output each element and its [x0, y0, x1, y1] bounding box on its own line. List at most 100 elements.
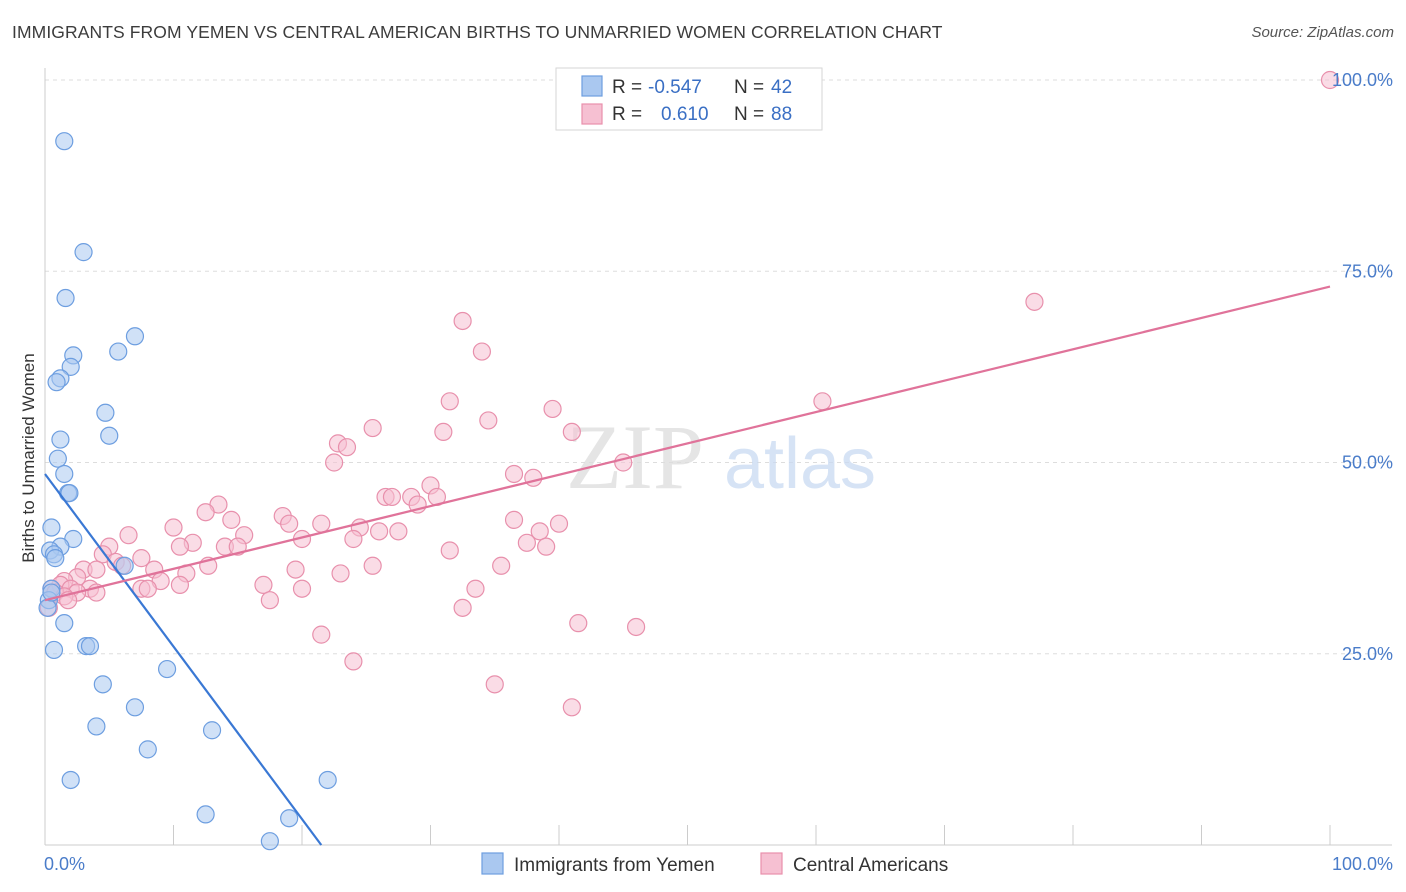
legend-swatch-immigrants-from-yemen [481, 852, 504, 875]
central-americans-point [228, 537, 247, 556]
yemen-point [109, 342, 128, 361]
stats-legend: R = -0.547 N = 42 R = 0.610 N = 88 [555, 67, 823, 131]
central-americans-point [260, 591, 279, 610]
yemen-point [44, 640, 64, 660]
y-tick-labels: 25.0% 50.0% 75.0% 100.0% [1332, 70, 1393, 664]
axes [44, 68, 1392, 846]
central-americans-point [312, 625, 331, 644]
yemen-point [96, 403, 115, 422]
central-americans-point [1320, 70, 1340, 90]
central-americans-point [434, 422, 453, 441]
central-americans-point [517, 533, 536, 552]
yemen-point [48, 449, 67, 468]
central-americans-point [292, 579, 312, 598]
central-americans-point [1025, 292, 1044, 311]
yemen-point [55, 132, 74, 151]
source-credit: Source: ZipAtlas.com [1251, 24, 1394, 41]
central-americans-point [537, 537, 556, 556]
yemen-point [55, 614, 74, 633]
yemen-point [138, 740, 157, 759]
yemen-points [38, 132, 337, 851]
central-americans-point [312, 514, 331, 533]
yemen-point [51, 430, 70, 449]
central-americans-point [164, 518, 183, 537]
legend-n-value-yemen: 42 [771, 77, 792, 98]
central-americans-point [132, 549, 151, 568]
central-americans-point [222, 510, 241, 529]
central-americans-point [389, 522, 408, 541]
yemen-point [260, 832, 279, 851]
yemen-point [115, 556, 134, 575]
yemen-point [318, 770, 337, 790]
yemen-point [80, 636, 100, 656]
central-americans-point [254, 575, 273, 595]
central-americans-point [524, 468, 543, 487]
legend-n-label-yemen: N = [734, 77, 764, 98]
yemen-point [38, 598, 57, 617]
y-tick-label: 75.0% [1342, 261, 1393, 281]
x-tick-label: 100.0% [1332, 854, 1393, 874]
central-americans-point [280, 514, 299, 533]
yemen-point [46, 549, 65, 568]
x-tick-label: 0.0% [44, 854, 85, 874]
central-americans-point [286, 560, 305, 579]
y-tick-label: 50.0% [1342, 453, 1393, 473]
yemen-point [196, 805, 215, 824]
legend-swatch-central-americans [760, 852, 783, 875]
central-americans-points [39, 70, 1340, 717]
central-americans-point [119, 526, 138, 545]
yemen-point [157, 659, 177, 679]
y-tick-label: 25.0% [1342, 644, 1393, 664]
central-americans-point [170, 537, 190, 556]
central-americans-point [453, 311, 472, 331]
central-americans-point [562, 422, 581, 441]
chart-title: IMMIGRANTS FROM YEMEN VS CENTRAL AMERICA… [12, 22, 943, 42]
legend-n-value-central: 88 [771, 104, 792, 125]
yemen-point [125, 327, 145, 346]
central-americans-point [331, 564, 350, 583]
central-americans-trend-line [44, 285, 1331, 602]
central-americans-point [337, 438, 357, 457]
central-americans-point [440, 392, 459, 411]
yemen-point [61, 357, 80, 376]
central-americans-point [562, 698, 581, 717]
central-americans-point [344, 652, 363, 671]
central-americans-point [363, 418, 382, 438]
watermark: ZIP atlas [566, 406, 876, 508]
yemen-point [74, 243, 93, 262]
central-americans-point [543, 399, 562, 419]
legend-swatch-yemen [581, 75, 603, 97]
central-americans-point [440, 541, 459, 560]
central-americans-point [170, 575, 190, 595]
central-americans-point [472, 342, 491, 361]
legend-n-label-central: N = [734, 104, 764, 125]
legend-r-label-yemen: R = [612, 77, 642, 98]
legend-label-immigrants-from-yemen: Immigrants from Yemen [514, 855, 715, 876]
central-americans-point [530, 522, 549, 541]
yemen-point [100, 426, 119, 445]
series-legend: Immigrants from Yemen Central Americans [481, 852, 948, 876]
yemen-trend-line [44, 473, 323, 846]
watermark-atlas: atlas [724, 424, 876, 504]
yemen-point [42, 518, 61, 537]
yemen-point [202, 721, 222, 740]
trend-lines [44, 285, 1331, 846]
yemen-point [87, 717, 106, 736]
central-americans-point [370, 522, 389, 541]
central-americans-point [363, 556, 382, 575]
legend-r-value-yemen: -0.547 [648, 77, 702, 98]
central-americans-point [485, 675, 504, 694]
central-americans-point [504, 464, 524, 484]
yemen-point [56, 288, 75, 308]
central-americans-point [504, 510, 524, 529]
yemen-point [61, 770, 80, 790]
central-americans-point [138, 579, 157, 598]
legend-r-value-central: 0.610 [661, 104, 709, 125]
central-americans-point [325, 453, 344, 472]
central-americans-point [549, 514, 569, 533]
central-americans-point [344, 529, 363, 549]
yemen-point [47, 373, 66, 392]
central-americans-point [87, 560, 106, 579]
central-americans-point [466, 579, 485, 598]
